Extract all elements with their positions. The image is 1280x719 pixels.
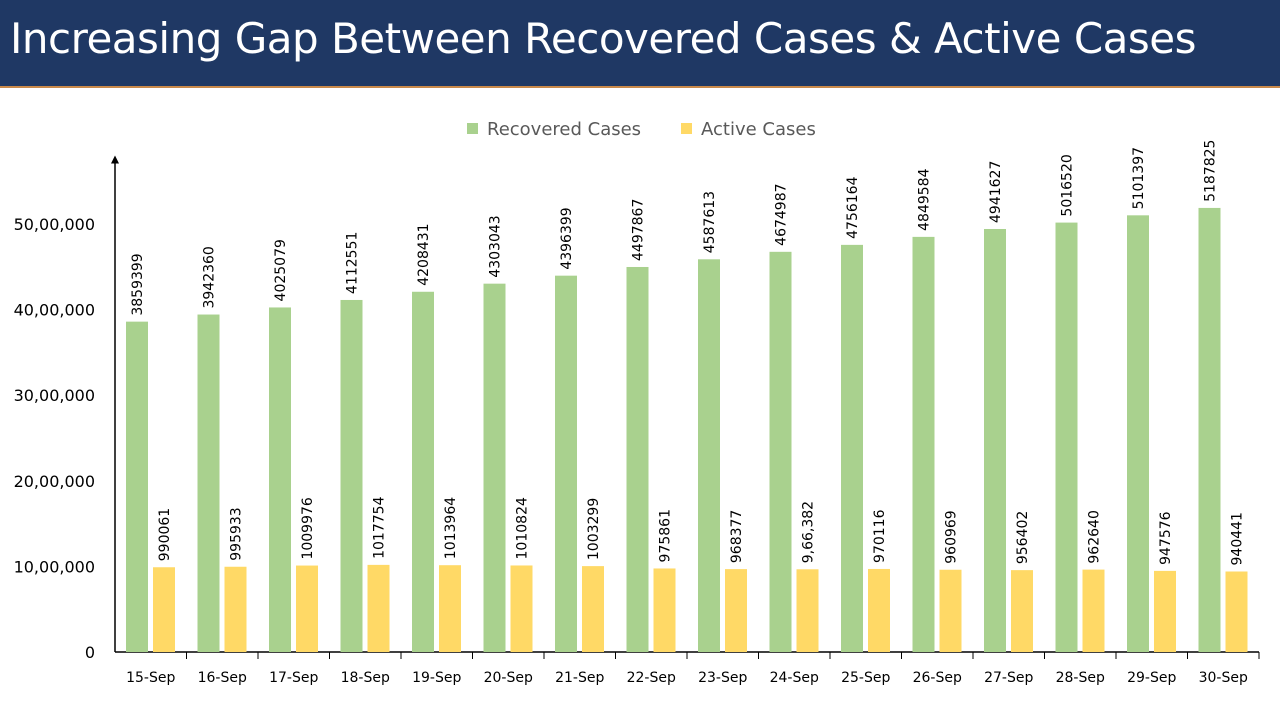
recovered-bar [126,321,148,652]
active-data-label: 975861 [658,509,674,562]
legend: Recovered Cases Active Cases [467,119,816,140]
active-data-label: 1013964 [443,497,459,559]
recovered-bar [769,251,792,652]
x-tick-label: 24-Sep [770,670,819,686]
active-bar [582,566,604,652]
x-tick-label: 25-Sep [841,670,890,686]
recovered-bar [1055,222,1078,653]
recovered-data-label: 4674987 [774,183,790,245]
x-tick-label: 26-Sep [913,670,962,686]
legend-swatch-recovered [467,123,478,134]
axes: 0 10,00,000 20,00,000 30,00,000 40,00,000 50,… [14,155,1260,686]
active-bar [725,569,747,652]
active-data-label: 1003299 [586,498,602,560]
recovered-data-label: 5187825 [1203,140,1219,202]
recovered-data-label: 3859399 [130,253,146,315]
active-bar [868,568,890,652]
active-data-label: 1009976 [300,497,316,559]
active-bar [153,567,175,652]
active-data-label: 995933 [229,507,245,560]
active-data-label: 960969 [944,510,960,563]
active-data-label: 1017754 [372,496,388,558]
recovered-data-label: 5101397 [1131,147,1147,209]
active-data-label: 970116 [872,509,888,563]
active-data-label: 9,66,382 [801,501,817,563]
recovered-bar [555,275,577,652]
recovered-data-label: 4303043 [488,215,504,277]
y-axis-arrow [111,155,119,164]
recovered-bar [197,314,220,652]
x-tick-label: 23-Sep [698,670,747,686]
x-tick-label: 17-Sep [269,670,318,686]
active-data-label: 947576 [1158,511,1174,565]
active-bar [296,565,318,652]
recovered-bar [412,291,434,652]
recovered-bar [1127,215,1149,652]
active-bar [510,565,533,652]
recovered-data-label: 4849584 [917,168,933,230]
active-bar [439,565,461,652]
active-data-label: 956402 [1015,511,1031,564]
x-tick-label: 16-Sep [198,670,247,686]
active-bar [1011,570,1033,652]
title-banner: Increasing Gap Between Recovered Cases &… [0,0,1280,88]
x-tick-label: 15-Sep [126,670,175,686]
y-tick-label: 40,00,000 [14,301,95,320]
x-tick-label: 20-Sep [484,670,533,686]
active-data-label: 990061 [157,508,173,561]
active-data-label: 962640 [1087,510,1103,563]
recovered-data-label: 4025079 [273,239,289,301]
recovered-bar [269,307,291,652]
legend-label-recovered: Recovered Cases [487,119,641,140]
recovered-data-label: 4396399 [559,207,575,269]
x-tick-label: 29-Sep [1127,670,1176,686]
x-tick-label: 21-Sep [555,670,604,686]
active-bar [1225,571,1248,652]
active-bar [939,569,962,652]
x-tick-label: 27-Sep [984,670,1033,686]
active-bar [224,566,247,652]
recovered-bar [626,266,649,652]
recovered-bar [1198,207,1221,652]
x-tick-label: 19-Sep [412,670,461,686]
active-bar [796,569,819,652]
y-tick-label: 20,00,000 [14,472,95,491]
recovered-bar [698,259,720,652]
recovered-data-label: 4208431 [416,223,432,285]
x-tick-label: 22-Sep [627,670,676,686]
x-tick-label: 18-Sep [341,670,390,686]
active-bar [1154,570,1176,652]
y-tick-label: 30,00,000 [14,386,95,405]
active-bar [653,568,676,652]
page-title: Increasing Gap Between Recovered Cases &… [10,14,1196,63]
bars: 3859399 3942360 4025079 4112551 4208431 43030… [126,140,1248,653]
legend-label-active: Active Cases [701,119,816,140]
recovered-bar [984,228,1006,652]
active-data-label: 968377 [729,510,745,563]
recovered-data-label: 4497867 [631,199,647,261]
recovered-data-label: 4587613 [702,191,718,253]
recovered-bar [340,299,363,652]
recovered-data-label: 4112551 [345,232,361,294]
y-tick-label: 10,00,000 [14,557,95,576]
recovered-data-label: 4941627 [988,161,1004,223]
y-tick-label: 50,00,000 [14,215,95,234]
active-data-label: 1010824 [515,497,531,559]
recovered-data-label: 5016520 [1060,154,1076,216]
legend-swatch-active [681,123,692,134]
active-bar [1082,569,1105,652]
y-tick-label: 0 [85,643,95,662]
recovered-data-label: 4756164 [845,176,861,238]
active-bar [367,564,390,652]
recovered-bar [912,236,935,652]
x-tick-label: 28-Sep [1056,670,1105,686]
recovered-bar [483,283,506,652]
recovered-data-label: 3942360 [202,246,218,308]
recovered-bar [841,244,863,652]
active-data-label: 940441 [1230,512,1246,565]
x-tick-label: 30-Sep [1199,670,1248,686]
